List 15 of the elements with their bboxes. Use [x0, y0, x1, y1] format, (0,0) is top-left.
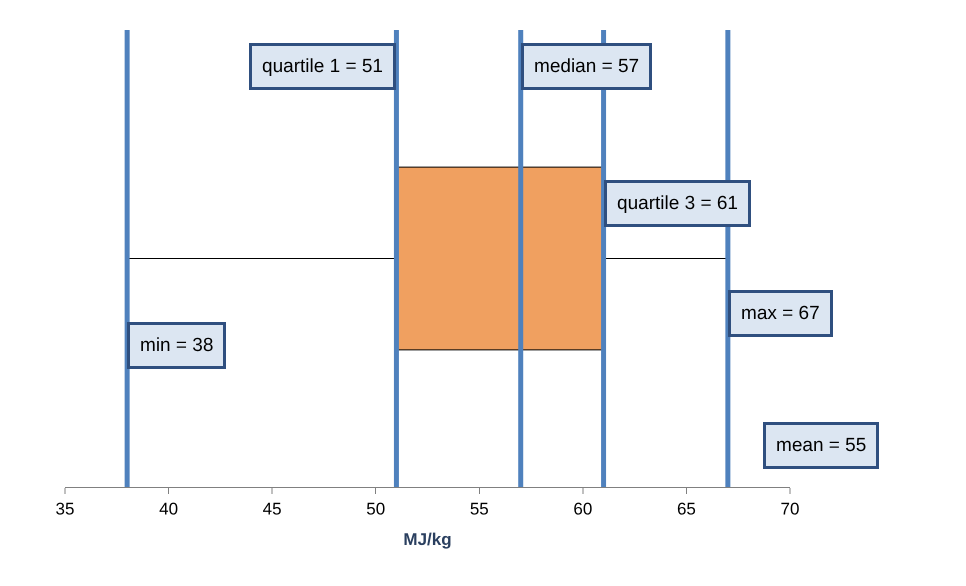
x-tick-label: 40 — [159, 499, 178, 518]
x-axis-title: MJ/kg — [403, 530, 452, 549]
x-tick-label: 45 — [262, 499, 282, 518]
ref-line-label: quartile 3 = 61 — [617, 193, 738, 214]
x-tick-label: 35 — [56, 499, 74, 518]
x-tick-label: 60 — [573, 499, 592, 518]
x-tick-label: 55 — [470, 499, 489, 518]
x-tick-label: 70 — [780, 499, 800, 518]
ref-line-label: min = 38 — [140, 335, 214, 356]
annotation: mean = 55 — [776, 435, 866, 456]
x-tick-label: 65 — [676, 499, 696, 518]
ref-line-label: max = 67 — [741, 303, 820, 324]
ref-line-label: quartile 1 = 51 — [262, 56, 383, 77]
x-tick-label: 50 — [366, 499, 386, 518]
ref-line-label: median = 57 — [534, 56, 640, 77]
